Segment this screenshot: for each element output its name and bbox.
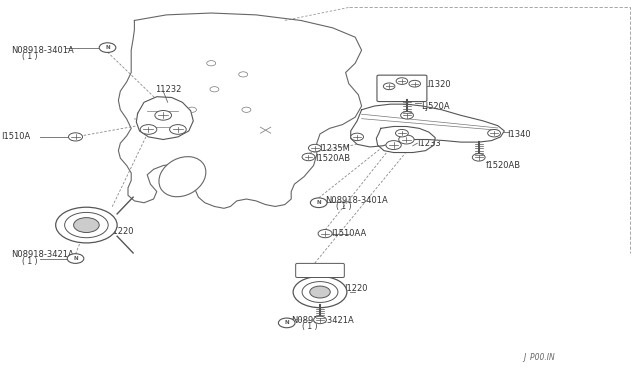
Text: I1340: I1340 <box>507 130 531 139</box>
Text: N: N <box>105 45 110 50</box>
Text: 11232: 11232 <box>155 85 181 94</box>
Circle shape <box>383 83 395 90</box>
Text: J  P00.IN: J P00.IN <box>524 353 556 362</box>
Circle shape <box>99 43 116 52</box>
Polygon shape <box>376 126 435 153</box>
Circle shape <box>278 318 295 328</box>
Circle shape <box>399 135 414 144</box>
Circle shape <box>74 218 99 232</box>
Text: N08918-3421A: N08918-3421A <box>291 316 354 325</box>
Ellipse shape <box>159 157 206 197</box>
Circle shape <box>68 133 83 141</box>
Circle shape <box>314 316 326 324</box>
Text: I1220: I1220 <box>344 284 368 293</box>
Text: I1233: I1233 <box>417 139 441 148</box>
Text: I1235M: I1235M <box>319 144 349 153</box>
Circle shape <box>155 110 172 120</box>
Circle shape <box>56 207 117 243</box>
Text: I1320: I1320 <box>428 80 451 89</box>
FancyBboxPatch shape <box>377 75 427 102</box>
Text: I1520AB: I1520AB <box>315 154 350 163</box>
Text: N: N <box>73 256 78 261</box>
Circle shape <box>67 254 84 263</box>
Circle shape <box>472 154 485 161</box>
Text: I1510A: I1510A <box>1 132 31 141</box>
Circle shape <box>488 129 500 137</box>
Text: ( 1 ): ( 1 ) <box>22 257 38 266</box>
Text: ( 1 ): ( 1 ) <box>336 202 351 211</box>
Circle shape <box>293 276 347 308</box>
Circle shape <box>308 144 321 152</box>
Text: ( 1 ): ( 1 ) <box>302 322 317 331</box>
Polygon shape <box>351 104 504 147</box>
Circle shape <box>401 112 413 119</box>
Text: I1510AA: I1510AA <box>332 229 367 238</box>
Text: N08918-3421A: N08918-3421A <box>12 250 74 259</box>
Circle shape <box>351 133 364 141</box>
Circle shape <box>302 153 315 161</box>
Text: N08918-3401A: N08918-3401A <box>12 46 74 55</box>
Circle shape <box>318 230 332 238</box>
Text: LJ520A: LJ520A <box>421 102 450 110</box>
FancyBboxPatch shape <box>296 263 344 278</box>
Circle shape <box>409 80 420 87</box>
Text: N08918-3401A: N08918-3401A <box>325 196 388 205</box>
Text: ( 1 ): ( 1 ) <box>22 52 38 61</box>
Polygon shape <box>118 13 362 208</box>
Circle shape <box>170 125 186 134</box>
Circle shape <box>140 125 157 134</box>
Circle shape <box>310 198 327 208</box>
Circle shape <box>386 141 401 150</box>
Text: N: N <box>316 200 321 205</box>
Text: I1220: I1220 <box>110 227 134 236</box>
Text: N: N <box>284 320 289 326</box>
Circle shape <box>396 129 408 137</box>
Polygon shape <box>136 97 193 140</box>
Circle shape <box>396 78 408 84</box>
Text: I1520AB: I1520AB <box>485 161 520 170</box>
Circle shape <box>310 286 330 298</box>
